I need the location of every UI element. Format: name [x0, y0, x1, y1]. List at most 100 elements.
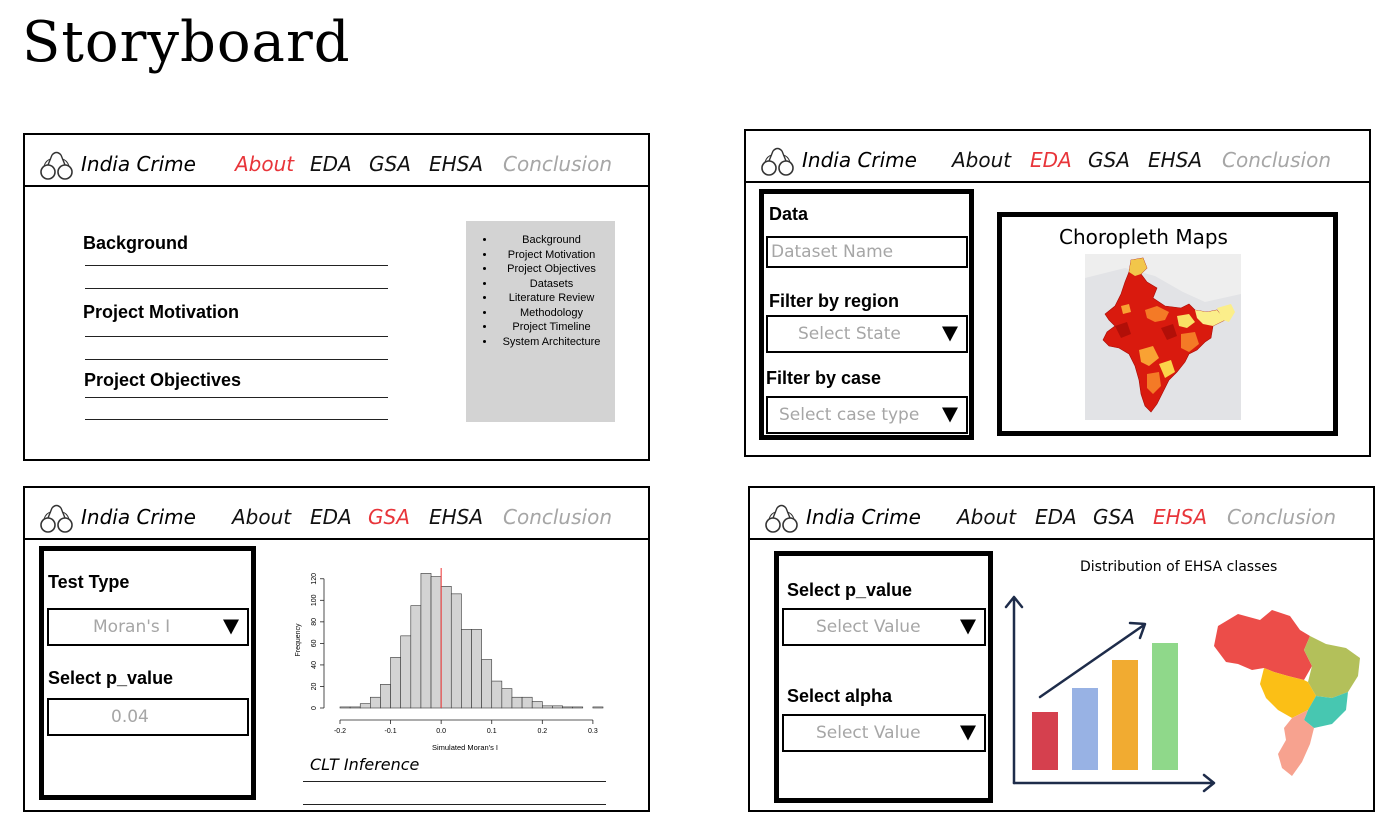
x-tick-label: 0.1 — [487, 728, 497, 735]
tab-ehsa[interactable]: EHSA — [429, 152, 484, 176]
navbar: India Crime About EDA GSA EHSA Conclusio… — [25, 135, 648, 187]
ehsa-chart-title: Distribution of EHSA classes — [1080, 559, 1278, 575]
y-tick-label: 80 — [311, 618, 318, 626]
x-tick-label: 0.2 — [537, 728, 547, 735]
alpha-label: Select alpha — [787, 686, 893, 706]
histogram-bar — [521, 696, 533, 709]
histogram-bar — [592, 706, 604, 709]
tab-eda[interactable]: EDA — [1035, 505, 1077, 529]
y-tick-label: 120 — [311, 573, 318, 585]
toc-item[interactable]: Background — [496, 233, 607, 248]
x-axis-ticks: -0.2 -0.1 0.0 0.1 0.2 0.3 — [334, 720, 598, 735]
x-tick-label: -0.1 — [385, 728, 397, 735]
histogram-bar — [491, 680, 503, 709]
navbar: India Crime About EDA GSA EHSA Conclusio… — [750, 488, 1373, 540]
x-tick-label: 0.0 — [436, 728, 446, 735]
test-type-label: Test Type — [48, 572, 130, 592]
histogram-bar — [349, 706, 361, 709]
text-line — [85, 265, 388, 266]
ehsa-controls-sidebar: Select p_value Select Value Select alpha… — [774, 551, 993, 803]
handcuffs-icon — [761, 147, 794, 176]
text-line — [85, 397, 388, 398]
section-heading-motivation: Project Motivation — [83, 302, 240, 322]
y-tick-label: 40 — [311, 661, 318, 669]
tab-ehsa[interactable]: EHSA — [1148, 148, 1203, 172]
text-line — [85, 288, 388, 289]
tab-gsa[interactable]: GSA — [368, 505, 410, 529]
histogram-bar — [400, 635, 412, 709]
tab-ehsa[interactable]: EHSA — [429, 505, 484, 529]
tab-about[interactable]: About — [952, 148, 1012, 172]
histogram-bar — [430, 576, 442, 709]
p-value-label: Select p_value — [48, 668, 174, 688]
histogram-bar — [542, 705, 553, 709]
tab-conclusion[interactable]: Conclusion — [1227, 505, 1336, 529]
p-value-value: 0.04 — [111, 707, 149, 727]
histogram-bar — [481, 659, 493, 709]
dropdown-arrow-icon — [223, 619, 239, 635]
case-type-select[interactable]: Select case type — [766, 396, 968, 434]
dropdown-arrow-icon — [942, 326, 958, 342]
about-panel: India Crime About EDA GSA EHSA Conclusio… — [23, 133, 650, 461]
tab-conclusion[interactable]: Conclusion — [1222, 148, 1331, 172]
morans-i-histogram: 0 20 40 60 80 100 120 -0.2 -0.1 0.0 0.1 0.2 0.3 Fre… — [295, 568, 604, 752]
p-value-select-value: Select Value — [816, 617, 921, 637]
tab-eda[interactable]: EDA — [1030, 148, 1072, 172]
tab-eda[interactable]: EDA — [310, 505, 352, 529]
histogram-bar — [461, 629, 472, 709]
case-filter-label: Filter by case — [766, 368, 882, 388]
dataset-name-input[interactable]: Dataset Name — [766, 236, 968, 268]
tab-gsa[interactable]: GSA — [1093, 505, 1135, 529]
handcuffs-icon — [40, 504, 73, 533]
histogram-bar — [359, 703, 371, 709]
tab-about[interactable]: About — [232, 505, 292, 529]
dropdown-arrow-icon — [960, 725, 976, 741]
tab-gsa[interactable]: GSA — [369, 152, 411, 176]
handcuffs-icon — [765, 504, 798, 533]
filter-sidebar: Data Dataset Name Filter by region Selec… — [759, 189, 974, 440]
data-label: Data — [769, 204, 809, 224]
toc-item[interactable]: System Architecture — [496, 335, 607, 350]
toc-item[interactable]: Datasets — [496, 277, 607, 292]
tab-ehsa[interactable]: EHSA — [1153, 505, 1208, 529]
state-select-value: Select State — [798, 324, 901, 344]
growth-bar-chart-illustration — [1004, 595, 1216, 793]
region-filter-label: Filter by region — [769, 291, 900, 311]
toc-item[interactable]: Methodology — [496, 306, 607, 321]
dropdown-arrow-icon — [942, 407, 958, 423]
india-choropleth-map[interactable] — [1085, 254, 1241, 420]
histogram-bar — [511, 696, 523, 709]
toc-item[interactable]: Project Objectives — [496, 262, 607, 277]
histogram-bar — [562, 706, 573, 709]
section-heading-background: Background — [83, 233, 189, 253]
toc-item[interactable]: Project Motivation — [496, 248, 607, 263]
tab-conclusion[interactable]: Conclusion — [503, 505, 612, 529]
brand-name: India Crime — [802, 148, 917, 172]
section-heading-objectives: Project Objectives — [84, 370, 242, 390]
toc-item[interactable]: Literature Review — [496, 291, 607, 306]
p-value-select[interactable]: Select Value — [782, 608, 986, 646]
histogram-bar — [531, 701, 543, 709]
brand-name: India Crime — [806, 505, 921, 529]
toc-item[interactable]: Project Timeline — [496, 320, 607, 335]
page-title: Storyboard — [22, 10, 351, 75]
test-controls-sidebar: Test Type Moran's I Select p_value 0.04 — [39, 546, 256, 800]
y-tick-label: 0 — [311, 706, 318, 710]
tab-about[interactable]: About — [235, 152, 295, 176]
test-type-select[interactable]: Moran's I — [47, 608, 249, 646]
y-tick-label: 20 — [311, 682, 318, 690]
ehsa-panel: India Crime About EDA GSA EHSA Conclusio… — [748, 486, 1375, 812]
tab-about[interactable]: About — [957, 505, 1017, 529]
brand-name: India Crime — [81, 505, 196, 529]
text-line — [85, 359, 388, 360]
text-line — [85, 419, 388, 420]
tab-gsa[interactable]: GSA — [1088, 148, 1130, 172]
tab-eda[interactable]: EDA — [310, 152, 352, 176]
alpha-select[interactable]: Select Value — [782, 714, 986, 752]
state-select[interactable]: Select State — [766, 315, 968, 353]
histogram-bar — [339, 706, 351, 709]
dataset-name-placeholder: Dataset Name — [771, 242, 894, 262]
y-axis-ticks: 0 20 40 60 80 100 120 — [311, 573, 324, 710]
tab-conclusion[interactable]: Conclusion — [503, 152, 612, 176]
p-value-input[interactable]: 0.04 — [47, 698, 249, 736]
